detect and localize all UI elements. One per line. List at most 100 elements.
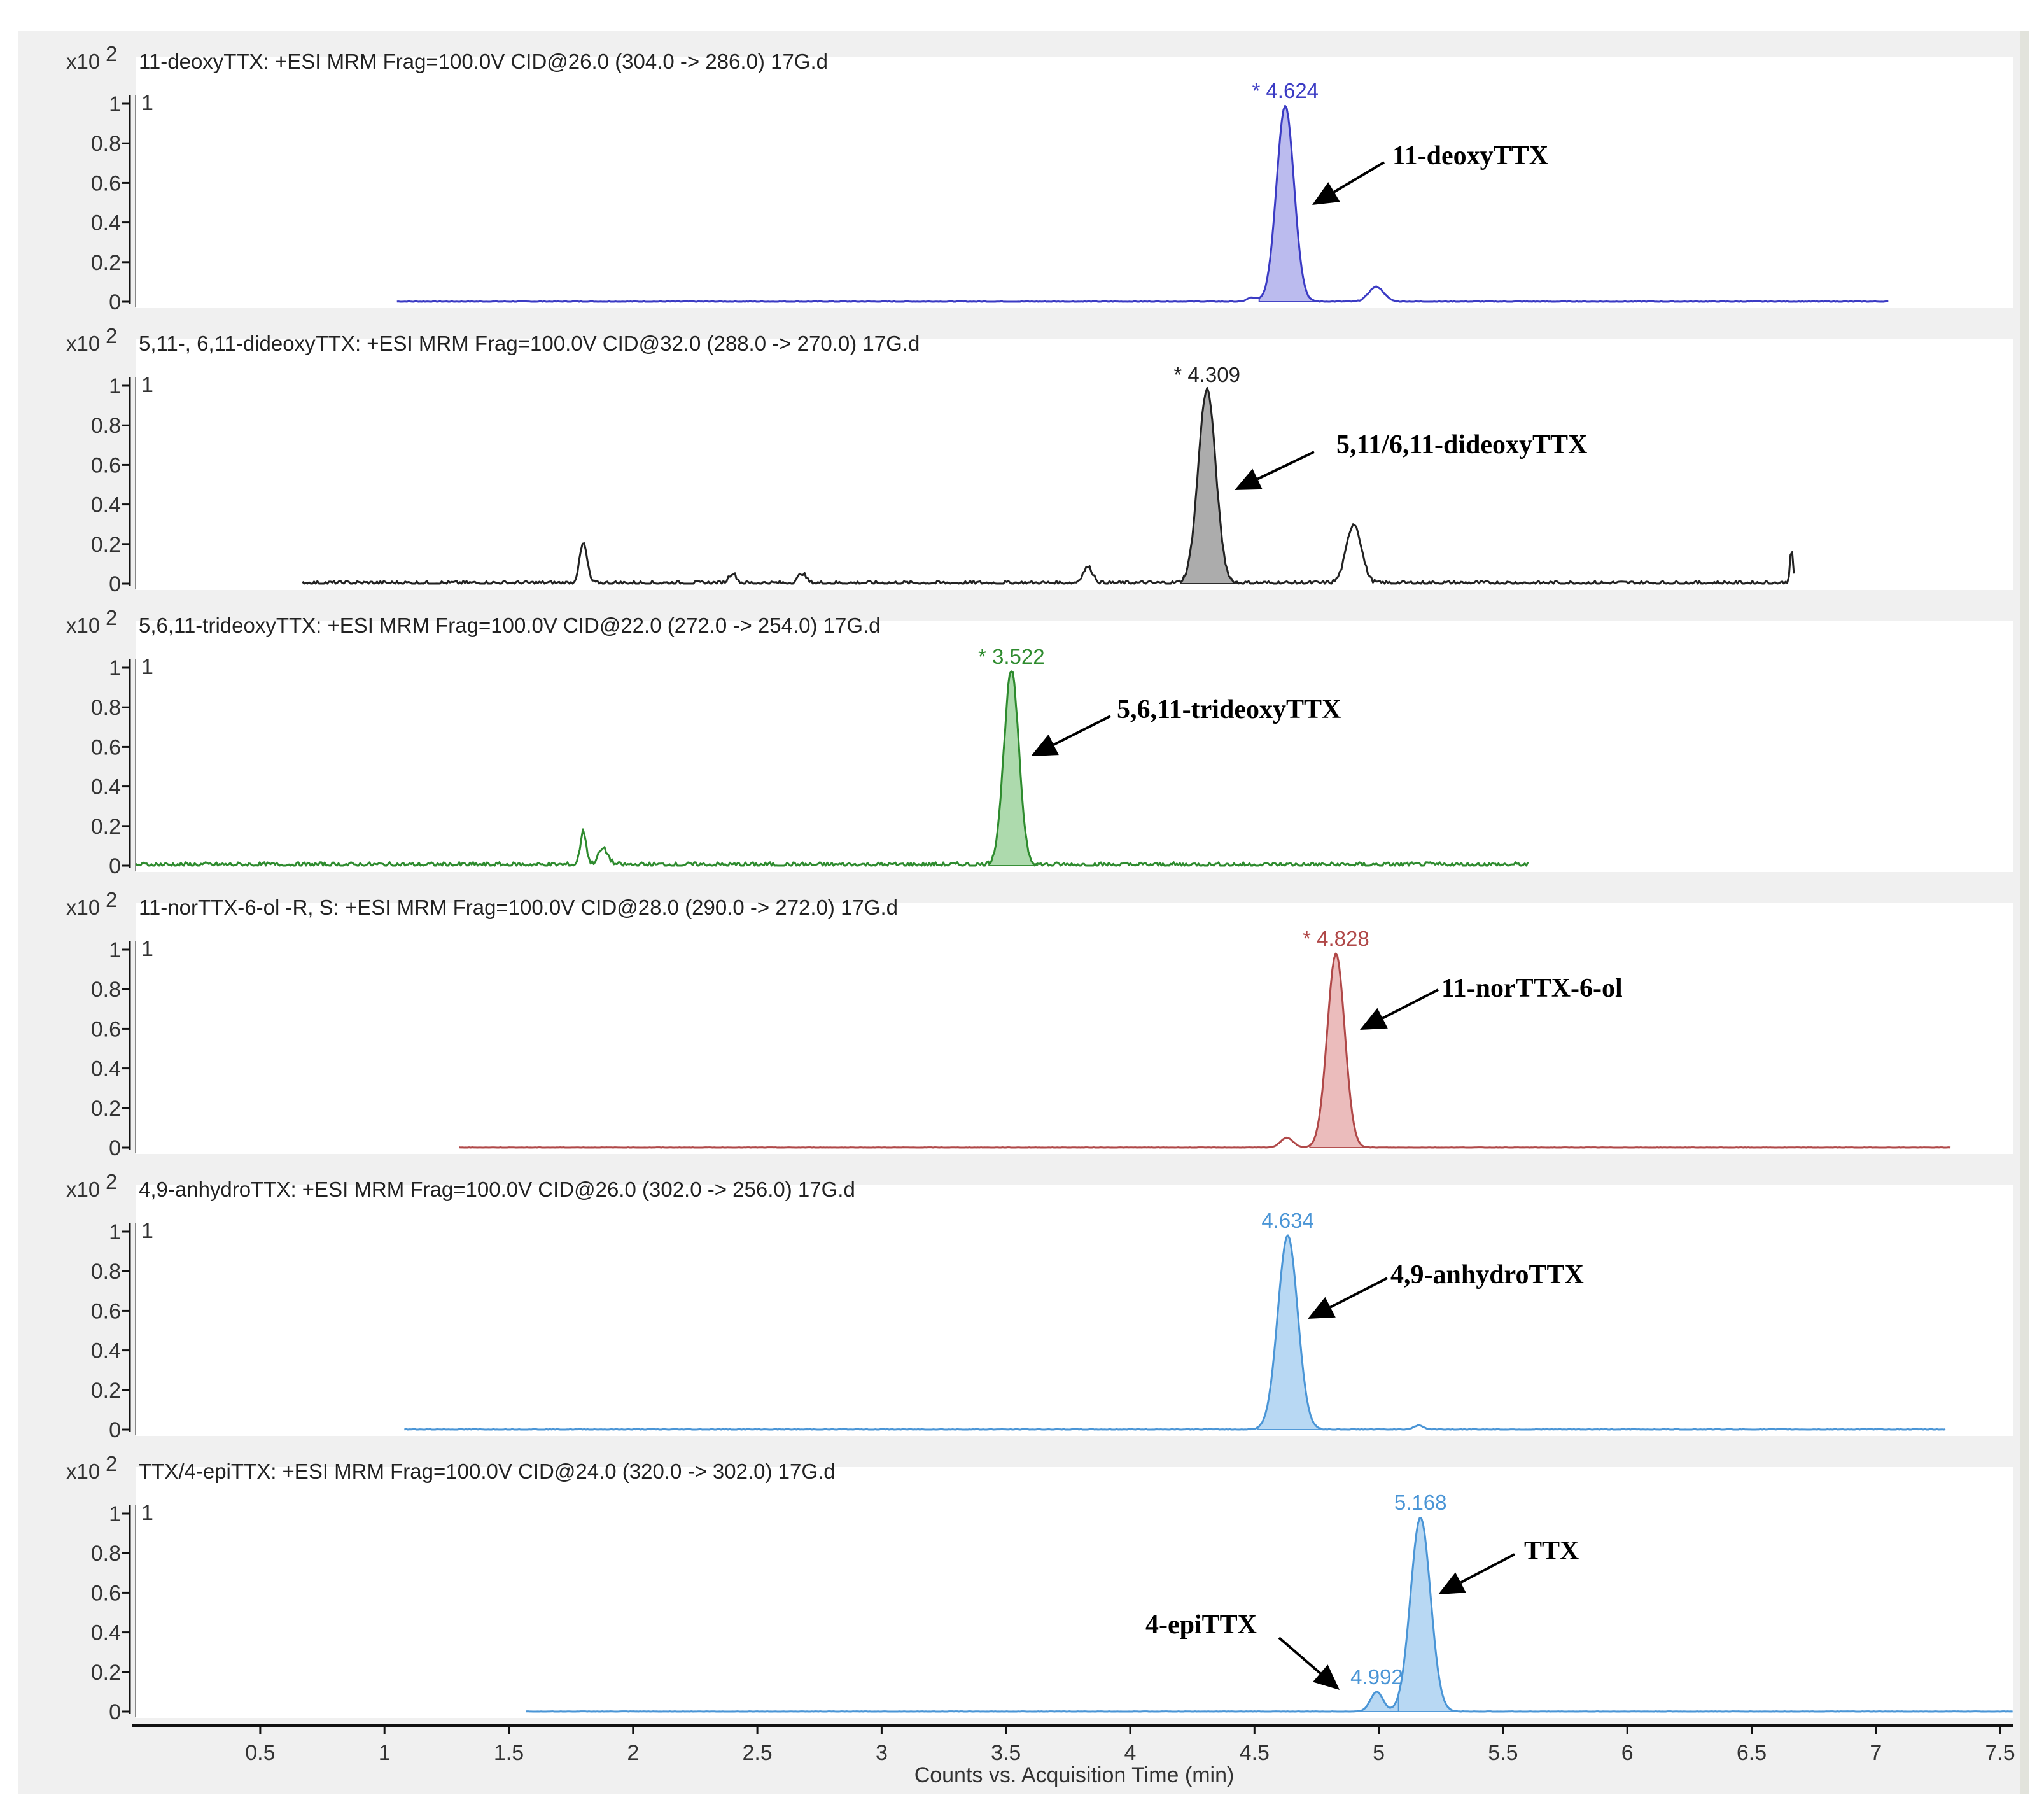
plot-area (136, 621, 2013, 872)
chromatogram-trace (404, 1234, 1946, 1431)
panel-title: 5,6,11-trideoxyTTX: +ESI MRM Frag=100.0V… (139, 614, 881, 637)
y-tick-label: 0.8 (91, 978, 121, 1002)
compound-annotation: TTX (1524, 1536, 1579, 1566)
y-exponent-label: 2 (106, 42, 117, 66)
y-tick-label: 0.2 (91, 251, 121, 275)
x-tick-label: 1.5 (494, 1741, 524, 1765)
compound-annotation: 4,9-anhydroTTX (1390, 1260, 1584, 1290)
panels: x10 2 11-deoxyTTX: +ESI MRM Frag=100.0V CI… (66, 42, 2013, 1724)
y-tick-label: 1 (109, 1502, 121, 1526)
compound-annotation: 5,11/6,11-dideoxyTTX (1336, 430, 1587, 460)
y-multiplier-label: x10 (66, 896, 100, 919)
chromatogram-panel: x10 2 11-norTTX-6-ol -R, S: +ESI MRM Frag=… (66, 888, 2013, 1160)
annotation-arrow-line (1278, 1636, 1322, 1675)
plot-area (136, 339, 2013, 590)
chromatogram-panel: x10 2 TTX/4-epiTTX: +ESI MRM Frag=100.0V C… (66, 1452, 2013, 1724)
y-tick-label: 1 (109, 92, 121, 116)
annotation-arrow-line (1053, 715, 1111, 746)
y-tick-label: 0.6 (91, 1581, 121, 1605)
plot-area (136, 1185, 2013, 1436)
y-tick-label: 1 (109, 1220, 121, 1244)
y-tick-label: 0.4 (91, 775, 121, 799)
chromatogram-panel: x10 2 5,11-, 6,11-dideoxyTTX: +ESI MRM Fra… (66, 324, 2013, 596)
corner-label: 1 (141, 1219, 153, 1243)
y-exponent-label: 2 (106, 1452, 117, 1475)
compound-annotation: 11-deoxyTTX (1392, 141, 1548, 171)
y-tick-label: 0.6 (91, 171, 121, 195)
y-tick-label: 0.8 (91, 414, 121, 438)
y-exponent-label: 2 (106, 1170, 117, 1193)
compound-annotation: 11-norTTX-6-ol (1441, 974, 1623, 1003)
y-tick-label: 0.2 (91, 1661, 121, 1685)
peak-rt-label: * 4.309 (1173, 363, 1240, 386)
x-tick-label: 2.5 (742, 1741, 772, 1765)
x-tick-label: 7.5 (1985, 1741, 2015, 1765)
x-tick-label: 5.5 (1488, 1741, 1518, 1765)
annotation-arrow-line (1382, 988, 1439, 1020)
y-tick-label: 0 (109, 854, 121, 878)
corner-label: 1 (141, 655, 153, 679)
x-tick-label: 6.5 (1737, 1741, 1767, 1765)
chromatogram-panel: x10 2 5,6,11-trideoxyTTX: +ESI MRM Frag=10… (66, 606, 2013, 878)
peak-rt-label: * 4.828 (1303, 927, 1369, 950)
chromatogram-trace (302, 386, 1795, 585)
plot-area (136, 57, 2013, 308)
arrow-head-icon (1360, 1008, 1388, 1030)
corner-label: 1 (141, 1501, 153, 1525)
plot-area (136, 1467, 2013, 1718)
y-tick-label: 0.4 (91, 493, 121, 517)
chromatogram-panel: x10 2 4,9-anhydroTTX: +ESI MRM Frag=100.0V… (66, 1170, 2013, 1442)
peak-rt-label: 4.992 (1350, 1665, 1403, 1689)
annotation-arrow-line (1460, 1553, 1515, 1584)
x-tick-label: 3 (876, 1741, 888, 1765)
x-tick-label: 7 (1870, 1741, 1882, 1765)
y-tick-label: 0 (109, 290, 121, 314)
annotation-arrow-line (1329, 1277, 1388, 1309)
annotation-arrow-line (1333, 161, 1385, 193)
y-multiplier-label: x10 (66, 1178, 100, 1201)
panel-title: 11-norTTX-6-ol -R, S: +ESI MRM Frag=100.… (139, 896, 898, 919)
x-tick-label: 0.5 (245, 1741, 275, 1765)
y-tick-label: 0.2 (91, 1097, 121, 1121)
y-tick-label: 0.2 (91, 815, 121, 839)
y-tick-label: 0.2 (91, 1379, 121, 1403)
y-tick-label: 0.4 (91, 1057, 121, 1081)
x-tick-label: 5 (1373, 1741, 1385, 1765)
plot-area (136, 903, 2013, 1154)
corner-label: 1 (141, 91, 153, 115)
y-tick-label: 0 (109, 1418, 121, 1442)
peak-rt-label: * 4.624 (1252, 79, 1319, 102)
y-tick-label: 0.2 (91, 533, 121, 557)
chromatogram-trace (396, 104, 1889, 303)
arrow-head-icon (1312, 182, 1340, 205)
corner-label: 1 (141, 937, 153, 961)
panel-title: 5,11-, 6,11-dideoxyTTX: +ESI MRM Frag=10… (139, 332, 920, 355)
arrow-head-icon (1438, 1572, 1466, 1594)
y-exponent-label: 2 (106, 888, 117, 911)
chromatogram-trace (135, 670, 1529, 867)
chromatogram-panel: x10 2 11-deoxyTTX: +ESI MRM Frag=100.0V CI… (66, 42, 2013, 314)
x-axis-label: Counts vs. Acquisition Time (min) (914, 1763, 1235, 1787)
arrow-head-icon (1312, 1664, 1340, 1690)
y-tick-label: 0.6 (91, 1299, 121, 1323)
x-tick-label: 6 (1621, 1741, 1634, 1765)
y-tick-label: 0.4 (91, 1621, 121, 1645)
y-tick-label: 0.4 (91, 211, 121, 236)
y-tick-label: 0.8 (91, 1260, 121, 1284)
y-tick-label: 1 (109, 374, 121, 398)
corner-label: 1 (141, 373, 153, 397)
y-tick-label: 0 (109, 1136, 121, 1160)
chromatogram-trace (526, 1517, 2013, 1713)
peak-rt-label: 4.634 (1261, 1209, 1314, 1232)
x-tick-label: 4 (1124, 1741, 1137, 1765)
x-tick-label: 4.5 (1240, 1741, 1270, 1765)
peak-rt-label: * 3.522 (978, 645, 1045, 668)
x-tick-label: 3.5 (991, 1741, 1021, 1765)
arrow-head-icon (1308, 1297, 1336, 1319)
peak-rt-label: 5.168 (1394, 1491, 1447, 1514)
y-tick-label: 0.4 (91, 1339, 121, 1363)
panel-title: 11-deoxyTTX: +ESI MRM Frag=100.0V CID@26… (139, 50, 828, 73)
y-multiplier-label: x10 (66, 50, 100, 73)
y-exponent-label: 2 (106, 606, 117, 629)
